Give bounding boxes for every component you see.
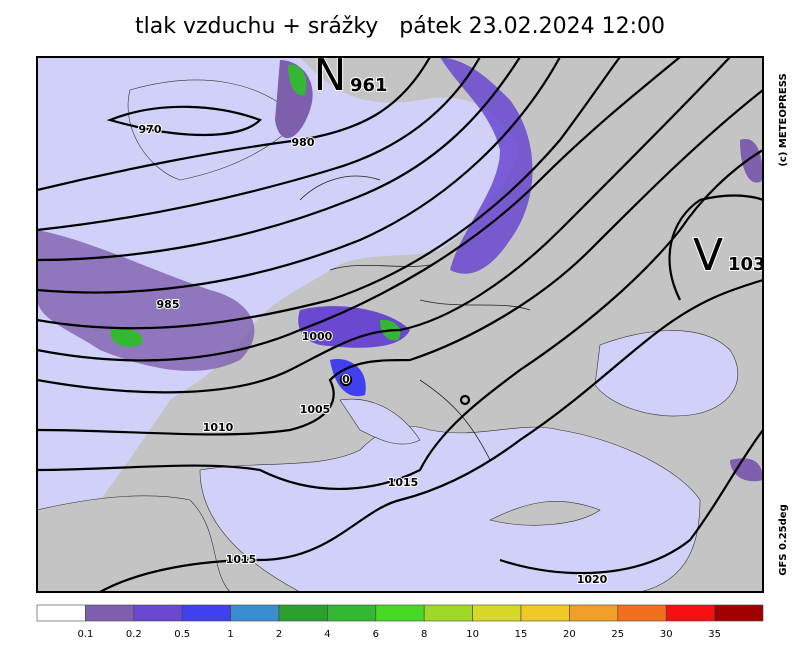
pressure-center-value: 1030 — [728, 254, 778, 275]
land — [37, 495, 231, 592]
legend-label: 8 — [421, 629, 427, 640]
legend-swatch — [375, 604, 425, 622]
isobar-label: 980 — [292, 136, 315, 149]
legend-label: 0.5 — [174, 629, 190, 640]
legend-swatch — [327, 604, 377, 622]
isobar-label: 1015 — [388, 476, 419, 489]
sea — [594, 330, 739, 417]
isobar — [37, 57, 731, 394]
legend-swatch — [617, 604, 667, 622]
legend-swatch — [36, 604, 86, 622]
isobar — [499, 429, 763, 575]
isobar — [37, 57, 561, 294]
sea — [199, 425, 701, 592]
precipitation — [37, 230, 255, 371]
legend-label: 20 — [563, 629, 576, 640]
isobar-label: 1010 — [203, 421, 234, 434]
isobar — [37, 57, 481, 232]
isobar — [99, 278, 763, 592]
legend-label: 6 — [373, 629, 379, 640]
legend-swatch — [133, 604, 183, 622]
copyright: (c) METEOPRESS — [778, 73, 789, 166]
map-frame — [36, 56, 764, 593]
isobar — [37, 57, 521, 262]
sea — [339, 398, 421, 445]
legend-label: 2 — [276, 629, 282, 640]
color-legend: 0.1 0.2 0.5 1 2 4 6 8 10 15 20 25 30 35 — [36, 604, 764, 640]
map-area: N 961 V 1030 970 980 985 1000 0 1005 1010 1015 1015 1… — [37, 50, 778, 592]
legend-label: 10 — [466, 629, 479, 640]
precipitation — [330, 359, 366, 397]
legend-swatch — [520, 604, 570, 622]
isobar — [37, 89, 763, 436]
pressure-center-letter: N — [314, 50, 347, 101]
isobar-label: 1000 — [302, 330, 333, 343]
isobar — [37, 149, 763, 490]
sea — [37, 57, 520, 510]
legend-label: 35 — [708, 629, 721, 640]
precipitation — [110, 328, 143, 347]
model-name: GFS 0.25deg — [778, 504, 789, 576]
legend-swatch — [665, 604, 715, 622]
legend-swatch — [569, 604, 619, 622]
legend-swatch — [472, 604, 522, 622]
isobar — [37, 57, 431, 192]
legend-label: 1 — [227, 629, 233, 640]
isobar-label: 1005 — [300, 403, 331, 416]
isobar-label: 0 — [342, 373, 350, 386]
legend-swatch — [181, 604, 231, 622]
precipitation — [298, 306, 410, 348]
legend-swatch — [85, 604, 135, 622]
isobar-label: 985 — [157, 298, 180, 311]
map-title: tlak vzduchu + srážky pátek 23.02.2024 1… — [135, 14, 665, 39]
isobar — [339, 373, 353, 387]
precipitation — [440, 57, 533, 274]
legend-swatch — [278, 604, 328, 622]
isobar — [37, 57, 621, 330]
coastline — [299, 175, 531, 461]
legend-swatch — [230, 604, 280, 622]
legend-label: 0.2 — [126, 629, 142, 640]
legend-label: 4 — [324, 629, 330, 640]
legend-swatch — [423, 604, 473, 622]
isobar — [459, 394, 471, 406]
legend-label: 25 — [611, 629, 624, 640]
island — [489, 501, 601, 526]
isobar-label: 1020 — [577, 573, 608, 586]
precipitation — [288, 64, 307, 96]
pressure-center-value: 961 — [350, 75, 388, 96]
legend-swatch — [714, 604, 764, 622]
sea — [127, 79, 301, 181]
legend-label: 15 — [515, 629, 528, 640]
precipitation — [740, 139, 763, 183]
precipitation — [730, 458, 763, 482]
isobar — [106, 105, 262, 137]
isobar-label: 970 — [139, 123, 162, 136]
isobar — [668, 194, 763, 301]
isobar-label: 1015 — [226, 553, 257, 566]
isobar — [37, 57, 681, 362]
legend-label: 0.1 — [77, 629, 93, 640]
legend-label: 30 — [660, 629, 673, 640]
pressure-center-letter: V — [693, 230, 723, 281]
